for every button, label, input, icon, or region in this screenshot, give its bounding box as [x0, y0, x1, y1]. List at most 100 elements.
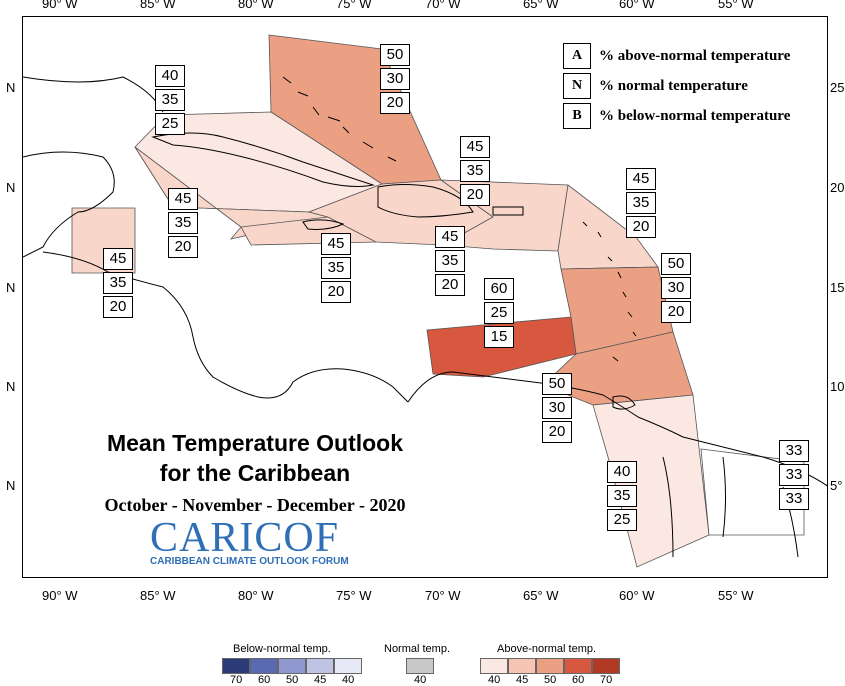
legend-key-normal-text: % normal temperature: [599, 77, 748, 94]
prob-below: 15: [484, 326, 514, 348]
lon-label-85w-bottom: 85° W: [140, 588, 176, 603]
legend-key-above-text: % above-normal temperature: [599, 47, 791, 64]
lon-label-60w-bottom: 60° W: [619, 588, 655, 603]
legend-key-below-code: B: [563, 103, 591, 129]
prob-below: 20: [380, 92, 410, 114]
below-scale-swatch: [306, 658, 334, 674]
prob-box-trinidad-barbados: 50 30 20: [542, 373, 572, 445]
lat-label-left-25: N: [6, 80, 16, 95]
above-scale-tick: 60: [572, 674, 585, 686]
prob-above: 45: [435, 226, 465, 248]
prob-below: 25: [155, 113, 185, 135]
prob-below: 25: [607, 509, 637, 531]
above-scale-swatch: [508, 658, 536, 674]
lat-label-right-5: 5°: [830, 478, 843, 493]
map-title-line-2: for the Caribbean: [159, 460, 351, 486]
prob-box-west-caribbean: 45 35 20: [168, 188, 198, 260]
normal-scale-swatch: [406, 658, 434, 674]
lon-label-65w-bottom: 65° W: [523, 588, 559, 603]
prob-above: 50: [661, 253, 691, 275]
prob-normal: 35: [626, 192, 656, 214]
below-scale-tick: 60: [258, 674, 271, 686]
above-scale-tick: 45: [516, 674, 529, 686]
prob-normal: 35: [168, 212, 198, 234]
prob-below: 33: [779, 488, 809, 510]
above-scale-tick: 40: [488, 674, 501, 686]
legend-key-above-code: A: [563, 43, 591, 69]
map-title-line-1: Mean Temperature Outlook: [106, 430, 404, 456]
lat-label-left-10: N: [6, 379, 16, 394]
below-scale-tick: 50: [286, 674, 299, 686]
prob-above: 60: [484, 278, 514, 300]
prob-below: 20: [626, 216, 656, 238]
prob-box-belize: 45 35 20: [103, 248, 133, 320]
above-scale-tick: 50: [544, 674, 557, 686]
below-scale-swatch: [278, 658, 306, 674]
prob-normal: 25: [484, 302, 514, 324]
prob-below: 20: [460, 184, 490, 206]
prob-normal: 35: [435, 250, 465, 272]
map-canvas: [23, 34, 827, 568]
above-scale-swatch: [564, 658, 592, 674]
prob-normal: 33: [779, 464, 809, 486]
legend-key-below: B % below-normal temperature: [563, 103, 827, 129]
prob-normal: 35: [607, 485, 637, 507]
caricof-logo: CARICOF: [150, 515, 340, 561]
prob-box-windward: 50 30 20: [661, 253, 691, 325]
legend-key-below-text: % below-normal temperature: [599, 107, 791, 124]
above-scale-swatch: [536, 658, 564, 674]
prob-below: 20: [168, 236, 198, 258]
prob-above: 40: [607, 461, 637, 483]
legend-key-normal: N % normal temperature: [563, 73, 827, 99]
normal-scale-tick: 40: [414, 674, 427, 686]
lat-label-left-15: N: [6, 280, 16, 295]
lon-label-85w-top: 85° W: [140, 0, 176, 11]
below-scale-tick: 45: [314, 674, 327, 686]
lat-label-right-15: 15: [830, 280, 845, 295]
prob-normal: 30: [542, 397, 572, 419]
lon-label-90w-bottom: 90° W: [42, 588, 78, 603]
lon-label-90w-top: 90° W: [42, 0, 78, 11]
lon-label-70w-top: 70° W: [425, 0, 461, 11]
prob-box-abc: 60 25 15: [484, 278, 514, 350]
prob-above: 45: [168, 188, 198, 210]
above-scale-swatch: [480, 658, 508, 674]
prob-below: 20: [661, 301, 691, 323]
below-scale-swatch: [334, 658, 362, 674]
prob-above: 50: [542, 373, 572, 395]
lat-label-right-25: 25: [830, 80, 845, 95]
legend-key-normal-code: N: [563, 73, 591, 99]
prob-normal: 35: [155, 89, 185, 111]
region-french-guiana: [700, 448, 805, 536]
lon-label-80w-top: 80° W: [238, 0, 274, 11]
prob-box-french-guiana: 33 33 33: [779, 440, 809, 512]
prob-above: 45: [103, 248, 133, 270]
legend-key-above: A % above-normal temperature: [563, 43, 827, 69]
above-scale-swatch: [592, 658, 620, 674]
below-scale-swatch: [222, 658, 250, 674]
lon-label-75w-bottom: 75° W: [336, 588, 372, 603]
prob-box-northern-lesser-antilles: 45 35 20: [626, 168, 656, 240]
lat-label-right-20: 20: [830, 180, 845, 195]
prob-above: 33: [779, 440, 809, 462]
lon-label-65w-top: 65° W: [523, 0, 559, 11]
lon-label-70w-bottom: 70° W: [425, 588, 461, 603]
prob-box-bahamas: 50 30 20: [380, 44, 410, 116]
prob-above: 50: [380, 44, 410, 66]
prob-normal: 35: [460, 160, 490, 182]
prob-below: 20: [321, 281, 351, 303]
prob-normal: 35: [321, 257, 351, 279]
prob-box-puerto-rico: 45 35 20: [435, 226, 465, 298]
lon-label-55w-top: 55° W: [718, 0, 754, 11]
prob-box-hispaniola: 45 35 20: [460, 136, 490, 208]
prob-box-cuba: 40 35 25: [155, 65, 185, 137]
map-subtitle: October - November - December - 2020: [104, 495, 406, 515]
lat-label-left-5: N: [6, 478, 16, 493]
lon-label-75w-top: 75° W: [336, 0, 372, 11]
prob-normal: 30: [661, 277, 691, 299]
lon-label-60w-top: 60° W: [619, 0, 655, 11]
prob-normal: 35: [103, 272, 133, 294]
map-frame: A % above-normal temperature N % normal …: [22, 16, 828, 578]
prob-above: 45: [460, 136, 490, 158]
scale-title-below: Below-normal temp.: [233, 643, 331, 655]
